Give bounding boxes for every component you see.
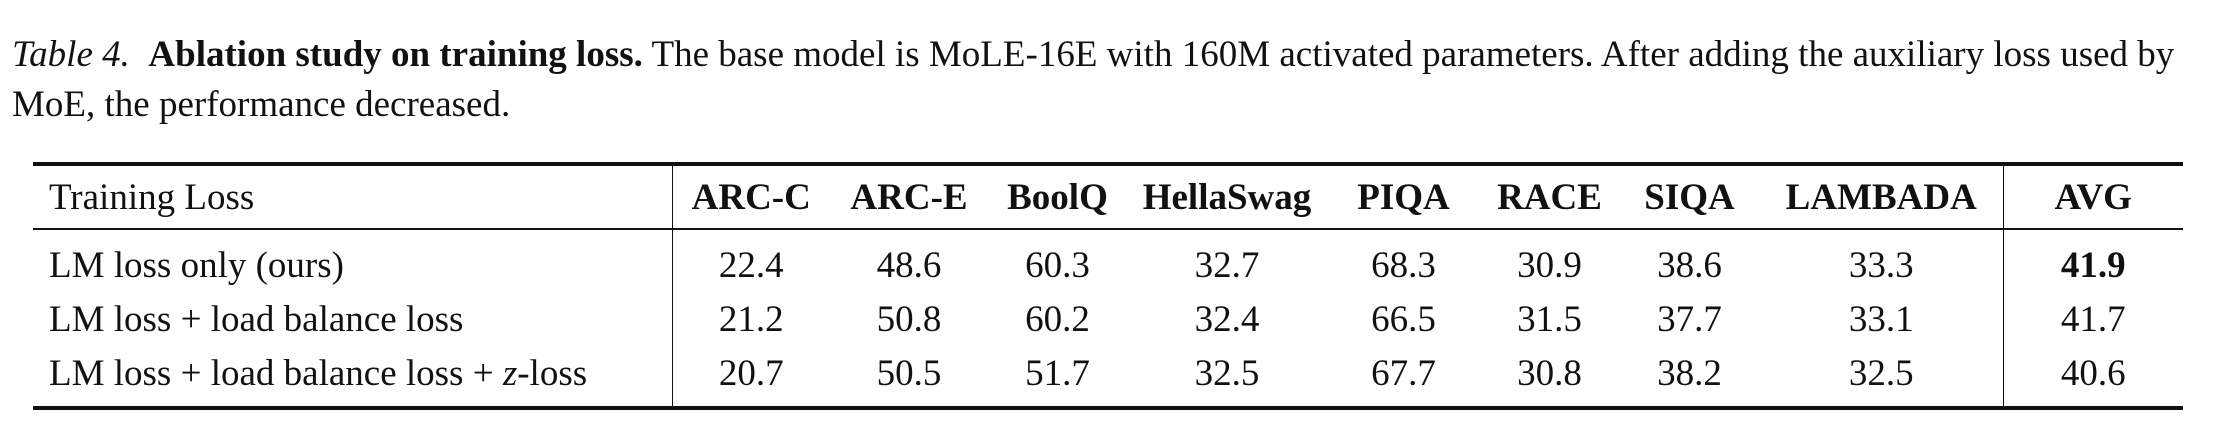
table-row: LM loss + load balance loss + z-loss 20.… xyxy=(33,346,2183,408)
col-header-lambada: LAMBADA xyxy=(1760,164,2004,230)
col-header-arc-e: ARC-E xyxy=(830,164,988,230)
table-header-row: Training Loss ARC-C ARC-E BoolQ HellaSwa… xyxy=(33,164,2183,230)
cell-siqa: 38.2 xyxy=(1657,352,1722,394)
row-label: LM loss + load balance loss xyxy=(33,292,673,346)
cell-arc-e: 50.5 xyxy=(876,352,942,394)
cell-piqa: 67.7 xyxy=(1371,352,1436,394)
cell-race: 30.8 xyxy=(1517,352,1582,394)
col-header-hellaswag: HellaSwag xyxy=(1127,164,1327,230)
cell-avg-best: 41.9 xyxy=(2060,244,2126,286)
col-header-avg: AVG xyxy=(2003,164,2183,230)
row-label-suffix: -loss xyxy=(517,352,588,394)
cell-boolq: 51.7 xyxy=(1025,352,1090,394)
row-label: LM loss + load balance loss + z-loss xyxy=(33,346,673,408)
cell-race: 30.9 xyxy=(1517,244,1582,286)
cell-avg: 40.6 xyxy=(2060,352,2126,394)
cell-piqa: 66.5 xyxy=(1371,298,1436,340)
col-header-race: RACE xyxy=(1480,164,1619,230)
col-header-boolq: BoolQ xyxy=(988,164,1127,230)
cell-piqa: 68.3 xyxy=(1371,244,1436,286)
cell-hellaswag: 32.7 xyxy=(1194,244,1260,286)
caption-title: Ablation study on training loss. xyxy=(148,34,643,75)
cell-race: 31.5 xyxy=(1517,298,1582,340)
cell-arc-c: 20.7 xyxy=(718,352,784,394)
cell-boolq: 60.3 xyxy=(1025,244,1090,286)
cell-lambada: 32.5 xyxy=(1760,346,2004,408)
row-label: LM loss only (ours) xyxy=(33,229,673,292)
caption-label: Table 4. xyxy=(12,34,130,75)
row-label-prefix: LM loss + load balance loss + xyxy=(49,352,503,394)
cell-lambada: 33.1 xyxy=(1760,292,2004,346)
col-header-training-loss: Training Loss xyxy=(33,164,673,230)
cell-hellaswag: 32.5 xyxy=(1194,352,1260,394)
table-caption: Table 4. Ablation study on training loss… xyxy=(12,30,2202,130)
ablation-table: Training Loss ARC-C ARC-E BoolQ HellaSwa… xyxy=(33,162,2183,410)
col-header-piqa: PIQA xyxy=(1327,164,1480,230)
cell-avg: 41.7 xyxy=(2060,298,2126,340)
col-header-siqa: SIQA xyxy=(1619,164,1760,230)
cell-siqa: 37.7 xyxy=(1657,298,1722,340)
table-row: LM loss + load balance loss 21.2 50.8 60… xyxy=(33,292,2183,346)
cell-boolq: 60.2 xyxy=(1025,298,1090,340)
table-row: LM loss only (ours) 22.4 48.6 60.3 32.7 … xyxy=(33,229,2183,292)
cell-hellaswag: 32.4 xyxy=(1194,298,1260,340)
cell-arc-c: 21.2 xyxy=(718,298,784,340)
caption-text: The base model is MoLE-16E with 160M act… xyxy=(12,34,2175,125)
cell-arc-e: 48.6 xyxy=(876,244,942,286)
cell-siqa: 38.6 xyxy=(1657,244,1722,286)
cell-arc-e: 50.8 xyxy=(876,298,942,340)
cell-lambada: 33.3 xyxy=(1760,229,2004,292)
cell-arc-c: 22.4 xyxy=(718,244,784,286)
col-header-arc-c: ARC-C xyxy=(672,164,830,230)
row-label-variable: z xyxy=(502,352,518,394)
